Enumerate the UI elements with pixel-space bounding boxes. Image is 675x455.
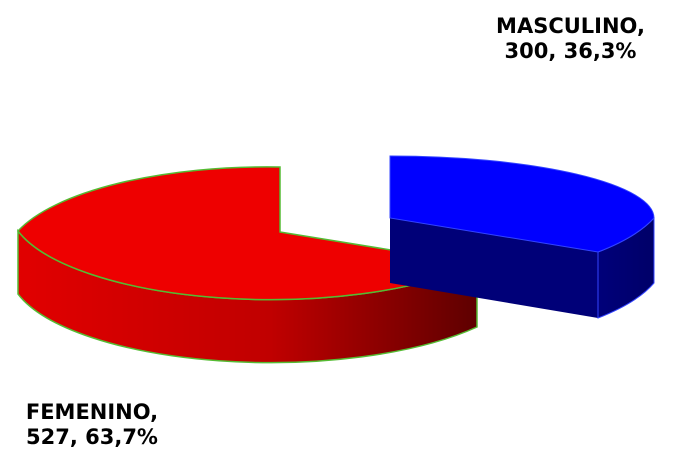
pie-slice-masculino xyxy=(389,155,655,319)
slice-top-femenino xyxy=(17,166,480,301)
data-label-masculino: MASCULINO, 300, 36,3% xyxy=(488,14,653,64)
data-label-femenino-value: 527, 63,7% xyxy=(26,425,158,449)
data-label-masculino-value: 300, 36,3% xyxy=(504,39,637,63)
data-label-femenino: FEMENINO, 527, 63,7% xyxy=(12,400,172,450)
slice-top-masculino xyxy=(389,155,655,253)
data-label-masculino-name: MASCULINO, xyxy=(496,14,645,38)
slice-cut-masculino xyxy=(390,218,598,318)
data-label-femenino-name: FEMENINO, xyxy=(25,400,159,424)
pie-slice-femenino xyxy=(17,166,480,364)
